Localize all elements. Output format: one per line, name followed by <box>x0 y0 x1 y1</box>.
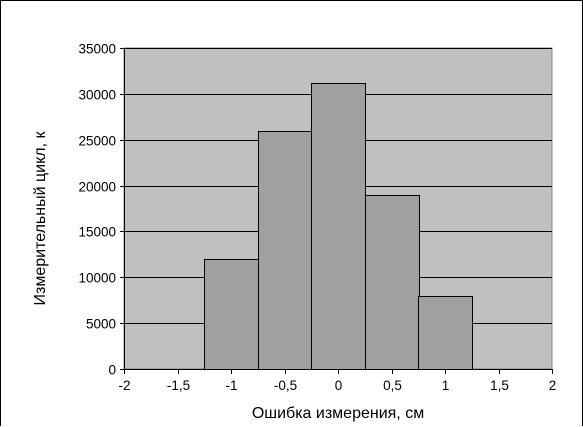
x-tick-label: -2 <box>118 378 130 393</box>
x-tick-label: 2 <box>549 378 557 393</box>
x-tick-label: 1,5 <box>490 378 509 393</box>
axes <box>120 48 553 374</box>
bar <box>311 83 366 370</box>
bar <box>365 195 420 370</box>
x-axis-title: Ошибка измерения, см <box>252 405 424 422</box>
x-tick-label: -1 <box>225 378 237 393</box>
y-axis-title: Измерительный цикл, к <box>32 131 49 306</box>
y-tick-label: 25000 <box>78 134 116 149</box>
x-tick-labels: -2 -1,5 -1 -0,5 0 0,5 1 1,5 2 <box>118 378 556 393</box>
x-tick-label: -1,5 <box>167 378 190 393</box>
y-tick-label: 10000 <box>78 271 116 286</box>
y-tick-label: 30000 <box>78 88 116 103</box>
x-tick-label: 0,5 <box>383 378 402 393</box>
bars <box>204 83 473 370</box>
y-tick-label: 0 <box>108 363 116 378</box>
x-tick-label: 0 <box>335 378 343 393</box>
bar <box>204 259 259 370</box>
x-tick-label: -0,5 <box>274 378 297 393</box>
y-tick-label: 35000 <box>78 42 116 57</box>
y-tick-label: 20000 <box>78 180 116 195</box>
y-tick-label: 5000 <box>86 317 116 332</box>
y-tick-label: 15000 <box>78 225 116 240</box>
bar <box>258 131 313 370</box>
bar <box>418 296 473 370</box>
x-tick-label: 1 <box>442 378 450 393</box>
y-tick-labels: 0 5000 10000 15000 20000 25000 30000 35000 <box>78 42 116 378</box>
